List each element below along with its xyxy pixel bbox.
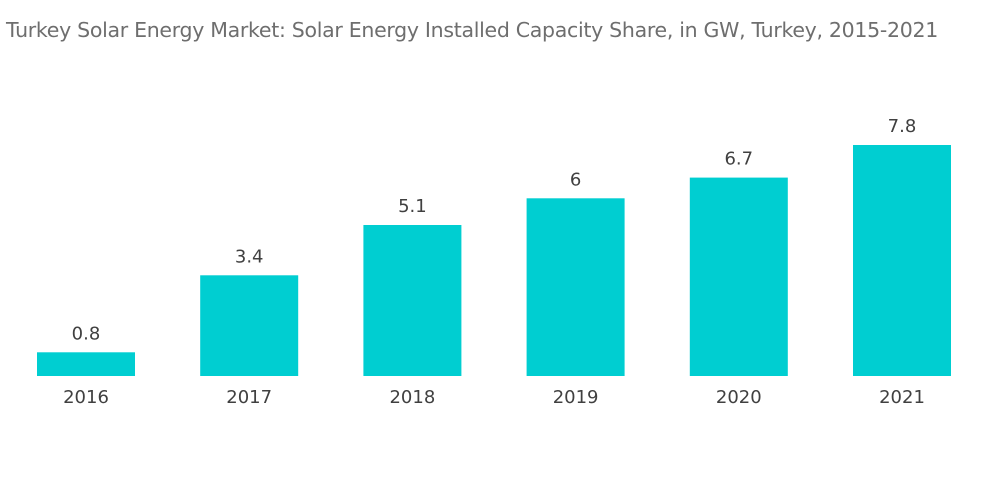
- data-label-2021: 7.8: [888, 116, 917, 137]
- bar-2017: [200, 275, 299, 376]
- data-label-2019: 6: [570, 169, 581, 190]
- data-label-2020: 6.7: [724, 149, 753, 170]
- data-label-2017: 3.4: [235, 246, 264, 267]
- data-label-2016: 0.8: [72, 323, 101, 344]
- chart-title: Turkey Solar Energy Market: Solar Energy…: [6, 18, 938, 42]
- data-labels-group: 0.8 3.4 5.1 6 6.7 7.8: [72, 116, 917, 344]
- x-axis-tick-labels: 2016 2017 2018 2019 2020 2021: [63, 387, 925, 408]
- bar-2019: [526, 198, 625, 376]
- data-label-2018: 5.1: [398, 196, 427, 217]
- bar-2020: [689, 177, 788, 376]
- bars-group: [37, 145, 951, 376]
- bar-2016: [37, 352, 135, 376]
- bar-2021: [853, 145, 951, 376]
- x-tick-label-2021: 2021: [879, 387, 925, 408]
- bar-2018: [363, 225, 462, 376]
- x-tick-label-2016: 2016: [63, 387, 109, 408]
- x-tick-label-2017: 2017: [226, 387, 272, 408]
- x-tick-label-2020: 2020: [716, 387, 762, 408]
- x-tick-label-2019: 2019: [553, 387, 599, 408]
- x-tick-label-2018: 2018: [389, 387, 435, 408]
